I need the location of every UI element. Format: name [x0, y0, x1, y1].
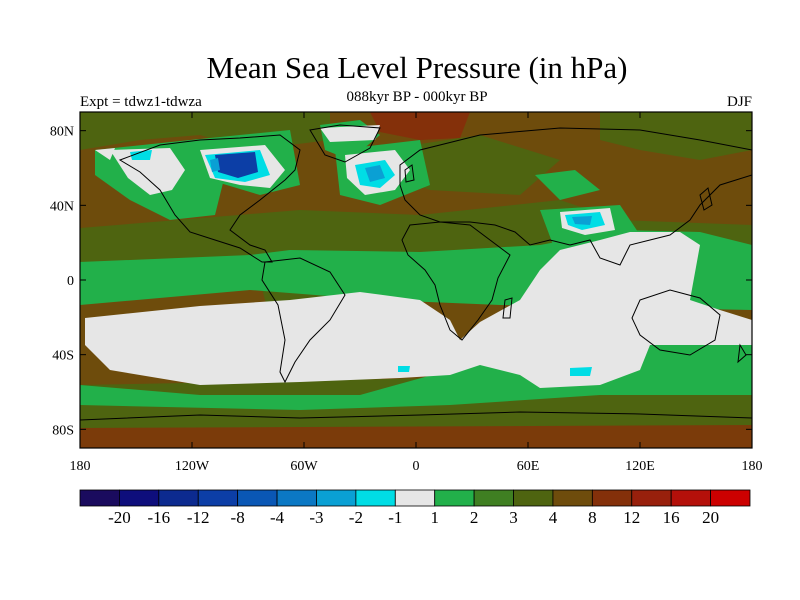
- map-panel: [80, 112, 752, 448]
- greenland-coast: [309, 124, 381, 163]
- colorbar-swatch: [631, 489, 672, 507]
- colorbar-label: -1: [388, 508, 402, 527]
- lon-tick-label: 180: [742, 459, 763, 474]
- colorbar-label: 2: [470, 508, 479, 527]
- colorbar-label: -2: [349, 508, 363, 527]
- experiment-label: Expt = tdwz1-tdwza: [80, 94, 202, 110]
- season-label: DJF: [726, 94, 752, 110]
- brown-dark-region: [370, 112, 470, 140]
- lat-tick-label: 40N: [50, 199, 74, 214]
- lightblue-region: [210, 158, 220, 172]
- colorbar-label: -20: [108, 508, 131, 527]
- lon-tick-label: 0: [413, 459, 420, 474]
- madagascar-coast: [502, 297, 513, 319]
- cyan-region: [398, 366, 410, 372]
- lon-tick-label: 120E: [625, 459, 655, 474]
- colorbar-swatch: [79, 489, 120, 507]
- cyan-region: [130, 150, 152, 160]
- colorbar-label: 3: [509, 508, 518, 527]
- chart-title: Mean Sea Level Pressure (in hPa): [206, 50, 628, 85]
- colorbar-swatch: [552, 489, 593, 507]
- north-america-coast: [118, 134, 301, 263]
- australia-coast: [631, 289, 721, 356]
- longitude-axis: 180 120W 60W 0 60E 120E 180: [70, 112, 763, 474]
- coastlines: [80, 124, 752, 421]
- lat-tick-label: 0: [67, 274, 74, 289]
- new-zealand-coast: [737, 343, 747, 364]
- colorbar-label: 4: [549, 508, 558, 527]
- colorbar-swatch: [316, 489, 357, 507]
- colorbar-swatch: [158, 489, 199, 507]
- grey-region: [95, 148, 115, 160]
- colorbar-label: -12: [187, 508, 210, 527]
- lat-tick-label: 80S: [52, 423, 74, 438]
- lat-tick-label: 80N: [50, 125, 74, 140]
- grey-region: [85, 232, 752, 388]
- south-america-coast: [261, 257, 346, 384]
- colorbar-label: -8: [231, 508, 245, 527]
- lon-tick-label: 120W: [175, 459, 210, 474]
- colorbar-swatch: [473, 489, 514, 507]
- green-region: [535, 170, 600, 200]
- colorbar-swatch: [276, 489, 317, 507]
- colorbar-label: -4: [270, 508, 285, 527]
- colorbar-swatch: [591, 489, 633, 507]
- colorbar-swatch: [710, 489, 751, 507]
- colorbar-swatch: [394, 489, 436, 507]
- colorbar-label: 16: [663, 508, 680, 527]
- colorbar-label: 1: [430, 508, 439, 527]
- colorbar-label: 20: [702, 508, 719, 527]
- latitude-axis: 80N 40N 0 40S 80S: [50, 125, 752, 438]
- colorbar-swatch: [513, 489, 554, 507]
- colorbar-swatch: [197, 489, 239, 507]
- lon-tick-label: 60W: [290, 459, 318, 474]
- colorbar: [79, 489, 751, 507]
- colorbar-label: -16: [147, 508, 170, 527]
- colorbar-swatch: [237, 489, 278, 507]
- eurasia-coast: [399, 127, 752, 266]
- colorbar-labels: -20 -16 -12 -8 -4 -3 -2 -1 1 2 3 4 8 12 16 20: [108, 508, 719, 527]
- colorbar-label: 12: [623, 508, 640, 527]
- colorbar-label: 8: [588, 508, 597, 527]
- antarctica-coast: [80, 411, 752, 421]
- lightblue-region: [572, 216, 592, 225]
- lon-tick-label: 60E: [517, 459, 540, 474]
- colorbar-swatch: [355, 489, 396, 507]
- colorbar-swatch: [670, 489, 711, 507]
- africa-coast: [401, 221, 511, 341]
- chart-subtitle: 088kyr BP - 000kyr BP: [346, 89, 488, 105]
- lat-tick-label: 40S: [52, 349, 74, 364]
- grey-region: [320, 125, 380, 142]
- grey-region: [110, 148, 185, 195]
- cyan-region: [570, 367, 592, 376]
- colorbar-label: -3: [309, 508, 323, 527]
- lon-tick-label: 180: [70, 459, 91, 474]
- colorbar-swatch: [434, 489, 475, 507]
- blue-region: [215, 152, 258, 178]
- colorbar-swatch: [119, 489, 160, 507]
- lightblue-region: [365, 165, 385, 182]
- uk-coast: [404, 164, 415, 183]
- japan-coast: [699, 187, 713, 211]
